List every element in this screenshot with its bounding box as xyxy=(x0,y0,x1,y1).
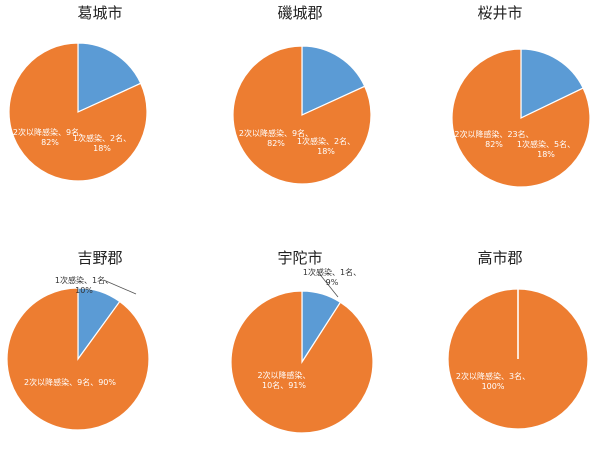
pie-panel-uda: 宇陀市 1次感染、1名、 9% 2次以降感染、 10名、91% xyxy=(200,245,400,463)
pie-panel-takaichi: 高市郡 2次以降感染、3名、 100% xyxy=(400,245,600,463)
pie-panel-shiki: 磯城郡 1次感染、2名、 18% 2次以降感染、9名、 82% xyxy=(200,0,400,218)
data-label: 1次感染、5名、 18% xyxy=(517,139,575,159)
pie-chart: 1次感染、5名、 18%2次以降感染、23名、 82% xyxy=(451,48,591,188)
pie-panel-katsuragi: 葛城市 1次感染、2名、 18% 2次以降感染、9名、 82% xyxy=(0,0,200,218)
data-label: 2次以降感染、9名、 82% xyxy=(239,128,313,148)
chart-title: 吉野郡 xyxy=(77,249,123,267)
pie-slice xyxy=(301,45,366,116)
data-label: 2次以降感染、 10名、91% xyxy=(257,370,310,390)
data-label: 1次感染、1名、 10% xyxy=(55,275,113,295)
chart-title: 宇陀市 xyxy=(277,249,323,267)
pie-slice xyxy=(451,48,591,188)
pie-slice xyxy=(6,287,150,431)
pie-slice xyxy=(520,48,584,119)
pie-chart: 2次以降感染、3名、 100% xyxy=(447,288,589,430)
data-label: 2次以降感染、9名、90% xyxy=(24,377,116,387)
data-label: 2次以降感染、3名、 100% xyxy=(456,371,530,391)
pie-slice xyxy=(230,290,374,434)
data-label: 2次以降感染、9名、 82% xyxy=(13,127,87,147)
pie-chart: 1次感染、2名、 18%2次以降感染、9名、 82% xyxy=(232,45,372,185)
chart-title: 磯城郡 xyxy=(277,4,323,22)
pie-panel-sakurai: 桜井市 1次感染、5名、 18% 2次以降感染、23名、 82% xyxy=(400,0,600,218)
chart-grid: 葛城市 1次感染、2名、 18% 2次以降感染、9名、 82% 磯城郡 1次感染、2名… xyxy=(0,0,600,434)
pie-slice xyxy=(77,42,142,113)
pie-panel-yoshino: 吉野郡 1次感染、1名、 10% 2次以降感染、9名、90% xyxy=(0,245,200,463)
label-leader-line xyxy=(103,279,137,295)
pie-slice xyxy=(8,42,148,182)
data-label: 1次感染、1名、 9% xyxy=(303,267,361,287)
pie-chart: 1次感染、1名、 10% 2次以降感染、9名、90% xyxy=(6,275,150,431)
pie-chart: 1次感染、1名、 9% 2次以降感染、 10名、91% xyxy=(230,267,374,434)
data-label: 1次感染、2名、 18% xyxy=(297,136,355,156)
chart-title: 高市郡 xyxy=(477,249,523,267)
data-label: 1次感染、2名、 18% xyxy=(73,133,131,153)
chart-title: 葛城市 xyxy=(77,4,123,22)
label-leader-line xyxy=(317,271,339,298)
pie-slice xyxy=(232,45,372,185)
pie-chart: 1次感染、2名、 18%2次以降感染、9名、 82% xyxy=(8,42,148,182)
chart-title: 桜井市 xyxy=(477,4,523,22)
data-label: 2次以降感染、23名、 82% xyxy=(454,129,533,149)
